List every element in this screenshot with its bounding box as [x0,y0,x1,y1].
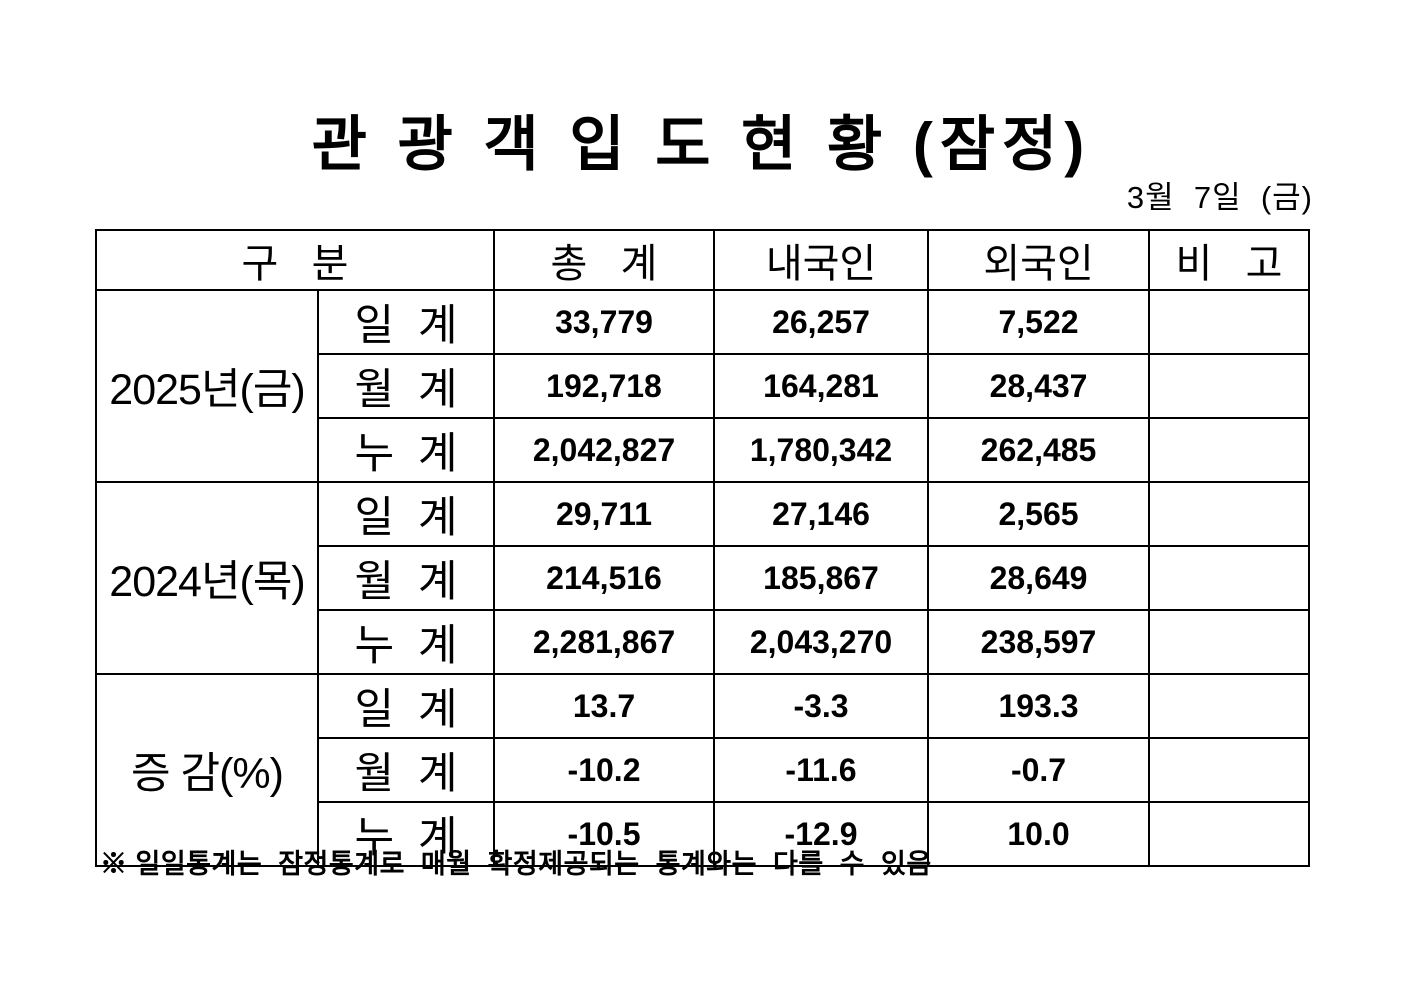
cell-foreign: 28,649 [927,545,1151,611]
table-row-2025-cumulative: 누 계 2,042,827 1,780,342 262,485 [96,417,1311,483]
row-label-daily: 일 계 [316,481,496,547]
cell-domestic: -11.6 [713,737,930,803]
cell-foreign: -0.7 [927,737,1151,803]
cell-total: 2,042,827 [493,417,716,483]
cell-total: 29,711 [493,481,716,547]
table-row-2025-monthly: 월 계 192,718 164,281 28,437 [96,353,1311,419]
cell-total: -10.2 [493,737,716,803]
cell-domestic: 27,146 [713,481,930,547]
row-label-monthly: 월 계 [316,353,496,419]
cell-note [1148,545,1311,611]
group-label-2025: 2025년(금) [95,289,319,483]
cell-note [1148,417,1311,483]
cell-foreign: 193.3 [927,673,1151,739]
row-label-daily: 일 계 [316,673,496,739]
cell-domestic: 26,257 [713,289,930,355]
cell-foreign: 28,437 [927,353,1151,419]
cell-domestic: -12.9 [713,801,930,867]
header-foreign: 외국인 [927,229,1151,291]
cell-foreign: 10.0 [927,801,1151,867]
row-label-monthly: 월 계 [316,737,496,803]
cell-foreign: 262,485 [927,417,1151,483]
cell-note [1148,609,1311,675]
cell-domestic: 2,043,270 [713,609,930,675]
cell-total: 13.7 [493,673,716,739]
table-row-2024-daily: 2024년(목) 일 계 29,711 27,146 2,565 [95,481,1311,675]
table-row-change-daily: 증 감(%) 일 계 13.7 -3.3 193.3 [95,673,1311,867]
cell-foreign: 238,597 [927,609,1151,675]
table-row-2024-cumulative: 누 계 2,281,867 2,043,270 238,597 [96,609,1311,675]
header-note: 비 고 [1148,229,1311,291]
cell-foreign: 7,522 [927,289,1151,355]
cell-total: -10.5 [493,801,716,867]
table-row-change-monthly: 월 계 -10.2 -11.6 -0.7 [96,737,1311,803]
cell-total: 33,779 [493,289,716,355]
cell-note [1148,673,1311,739]
row-label-cumulative: 누 계 [316,417,496,483]
table-row-change-cumulative: 누 계 -10.5 -12.9 10.0 [96,801,1311,867]
row-label-cumulative: 누 계 [316,801,496,867]
cell-domestic: 185,867 [713,545,930,611]
table-header-row: 구 분 총 계 내국인 외국인 비 고 [94,229,1311,291]
tourist-arrivals-table: 구 분 총 계 내국인 외국인 비 고 2025년(금) 일 계 33,779 … [94,229,1311,867]
cell-total: 214,516 [493,545,716,611]
report-date: 3월 7일 (금) [1126,180,1313,215]
row-label-cumulative: 누 계 [316,609,496,675]
cell-domestic: 164,281 [713,353,930,419]
group-label-2024: 2024년(목) [95,481,319,675]
cell-domestic: 1,780,342 [713,417,930,483]
cell-total: 2,281,867 [493,609,716,675]
cell-foreign: 2,565 [927,481,1151,547]
header-domestic: 내국인 [713,229,930,291]
row-label-daily: 일 계 [316,289,496,355]
cell-domestic: -3.3 [713,673,930,739]
cell-note [1148,801,1311,867]
page-title: 관 광 객 입 도 현 황 (잠정) [311,111,1092,178]
header-category: 구 분 [94,229,496,291]
cell-total: 192,718 [493,353,716,419]
cell-note [1148,481,1311,547]
header-total: 총 계 [493,229,716,291]
row-label-monthly: 월 계 [316,545,496,611]
cell-note [1148,289,1311,355]
footnote: ※ 일일통계는 잠정통계로 매월 확정제공되는 통계와는 다를 수 있음 [100,849,932,879]
table-row-2025-daily: 2025년(금) 일 계 33,779 26,257 7,522 [95,289,1311,483]
group-label-change: 증 감(%) [95,673,319,867]
cell-note [1148,737,1311,803]
cell-note [1148,353,1311,419]
table-row-2024-monthly: 월 계 214,516 185,867 28,649 [96,545,1311,611]
